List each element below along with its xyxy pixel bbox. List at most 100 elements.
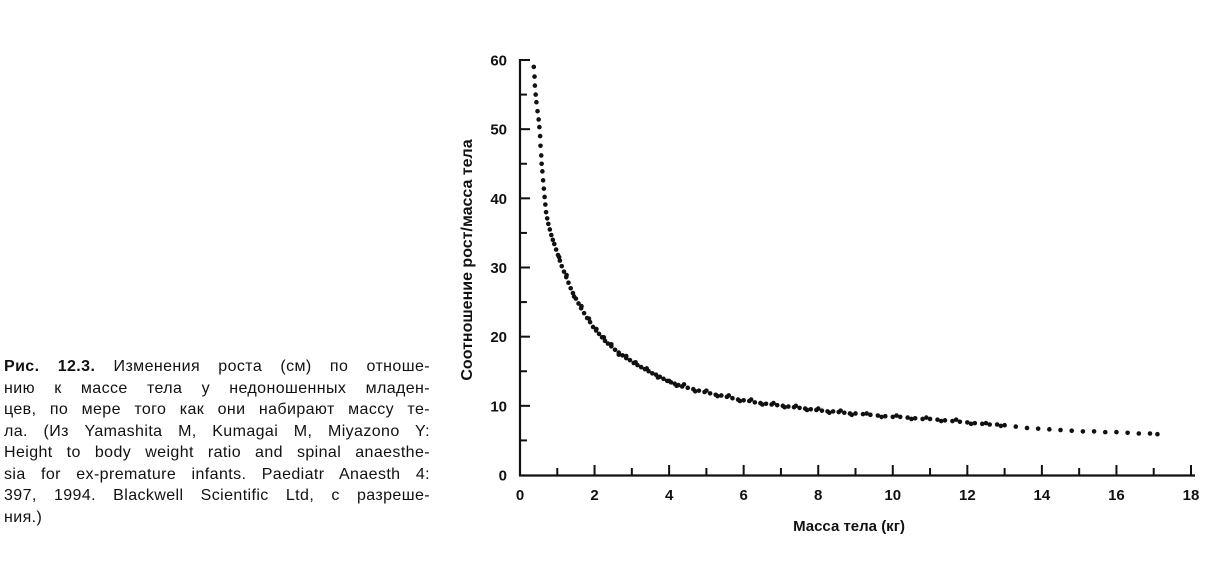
data-point <box>883 413 888 419</box>
data-point <box>661 376 666 382</box>
data-point <box>540 169 545 174</box>
y-tick-label: 0 <box>499 468 507 485</box>
data-point <box>909 416 914 422</box>
data-point <box>657 374 663 380</box>
data-point <box>1058 427 1063 433</box>
data-point <box>965 420 970 425</box>
data-point <box>1125 430 1130 436</box>
data-point <box>815 406 821 411</box>
x-tick-label: 6 <box>739 487 747 504</box>
data-point <box>819 408 825 413</box>
x-axis-title: Масса тела (кг) <box>793 518 905 535</box>
data-point <box>685 385 691 391</box>
data-point <box>537 133 543 139</box>
data-point <box>987 422 992 427</box>
data-point <box>650 371 655 376</box>
data-points <box>531 64 1160 437</box>
caption-line: ния.) <box>4 508 43 526</box>
data-point <box>838 408 843 413</box>
data-point <box>726 393 732 398</box>
data-point <box>864 411 869 416</box>
x-tick-label: 4 <box>665 487 674 504</box>
data-point <box>573 296 579 301</box>
caption-text: Изменения роста (см) по отноше- <box>113 358 430 375</box>
data-point <box>771 400 776 406</box>
data-point <box>741 398 746 403</box>
data-point <box>579 303 584 309</box>
data-point <box>827 410 832 416</box>
y-tick-label: 60 <box>490 53 507 70</box>
axis-tick-labels: 0 2 4 6 8 10 12 14 16 18 0 10 20 30 40 50 60 <box>490 53 1199 505</box>
data-point <box>1024 425 1030 431</box>
data-point <box>537 124 542 130</box>
data-point <box>1035 426 1041 431</box>
x-tick-label: 8 <box>814 487 822 504</box>
data-point <box>553 247 559 252</box>
data-point <box>692 389 698 394</box>
data-point <box>875 413 881 418</box>
data-point <box>594 326 599 332</box>
data-point <box>533 92 538 97</box>
data-point <box>570 290 576 296</box>
data-point <box>1047 427 1052 432</box>
data-point <box>968 421 974 427</box>
data-point <box>601 335 607 340</box>
data-point <box>730 395 735 401</box>
caption-line: цев, по мере того как они набирают массу… <box>4 401 430 418</box>
data-point <box>544 216 550 221</box>
caption-line: ла. (Из Yamashita M, Kumagai M, Miyazono… <box>4 422 430 440</box>
figure-caption: Рис. 12.3. Изменения роста (см) по отнош… <box>4 356 430 528</box>
data-point <box>543 202 548 207</box>
data-point <box>1102 429 1108 435</box>
data-point <box>830 409 836 414</box>
data-point <box>808 406 814 412</box>
scatter-chart: 0 2 4 6 8 10 12 14 16 18 0 10 20 30 40 50 60 Масса тела … <box>459 53 1199 536</box>
x-tick-label: 0 <box>516 487 524 504</box>
data-point <box>793 403 799 409</box>
data-point <box>942 418 948 423</box>
data-point <box>920 416 925 422</box>
data-point <box>1002 422 1007 428</box>
data-point <box>748 397 754 402</box>
data-point <box>534 99 539 105</box>
data-point <box>897 414 903 420</box>
data-point <box>549 232 554 238</box>
data-point <box>561 269 567 274</box>
y-tick-label: 40 <box>490 191 507 208</box>
data-point <box>623 353 629 359</box>
figure-number: Рис. 12.3. <box>4 358 96 375</box>
y-tick-label: 30 <box>490 260 507 277</box>
data-point <box>532 83 538 88</box>
data-point <box>760 402 765 407</box>
data-point <box>979 421 985 427</box>
data-point <box>638 364 644 370</box>
data-point <box>1147 431 1153 436</box>
data-point <box>894 413 899 418</box>
data-point <box>568 285 573 291</box>
data-point <box>868 412 873 418</box>
data-point <box>536 117 541 122</box>
data-point <box>681 382 687 387</box>
data-point <box>616 352 622 357</box>
data-point <box>797 405 802 411</box>
data-point <box>557 258 563 263</box>
data-point <box>1080 429 1086 434</box>
data-point <box>566 280 571 286</box>
data-point <box>696 388 702 393</box>
data-point <box>782 404 787 410</box>
data-point <box>546 221 551 227</box>
x-tick-label: 2 <box>590 487 598 504</box>
axis-ticks <box>520 59 1192 475</box>
data-point <box>786 404 791 409</box>
data-point <box>541 186 547 191</box>
data-point <box>950 418 955 424</box>
data-point <box>752 400 758 405</box>
caption-line: 397, 1994. Blackwell Scientific Ltd, с р… <box>4 487 430 504</box>
x-tick-label: 18 <box>1183 487 1200 504</box>
data-point <box>707 391 713 396</box>
data-point <box>1091 429 1097 434</box>
data-point <box>581 310 587 316</box>
data-point <box>983 420 989 426</box>
data-point <box>927 416 933 422</box>
data-point <box>1155 431 1160 437</box>
